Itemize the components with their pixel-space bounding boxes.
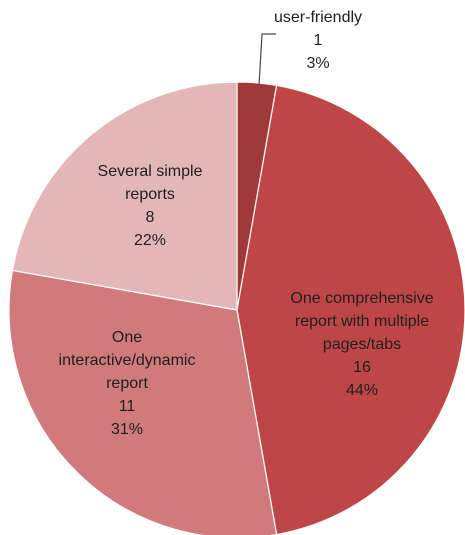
slice-label-text: reports [125,186,175,203]
slice-label-text: One [112,329,142,346]
slice-label-4: Several simple reports 8 22% [98,163,203,249]
slice-label-text: user-friendly [274,9,362,26]
slice-count: 16 [353,359,371,376]
slice-label-text: report with multiple [295,313,429,330]
slice-count: 8 [146,209,155,226]
slice-percent: 44% [346,382,378,399]
slice-percent: 3% [306,55,329,72]
slice-label-text: One comprehensive [290,290,433,307]
slice-label-1: user-friendly 1 3% [274,9,362,72]
slice-label-2: One comprehensive report with multiple pag… [290,290,433,399]
slice-percent: 31% [111,421,143,438]
slice-label-3: One interactive/dynamic report 11 31% [59,329,196,438]
slice-label-text: interactive/dynamic [59,352,196,369]
slice-label-text: report [106,375,148,392]
slice-label-text: Several simple [98,163,203,180]
pie-slice-4 [11,81,238,311]
slice-label-text: pages/tabs [323,336,401,353]
pie-slice-2 [236,84,465,535]
leader-line [258,33,276,87]
slice-count: 11 [119,398,136,415]
slice-count: 1 [314,32,323,49]
slice-percent: 22% [134,232,166,249]
pie-slice-3 [8,269,278,535]
